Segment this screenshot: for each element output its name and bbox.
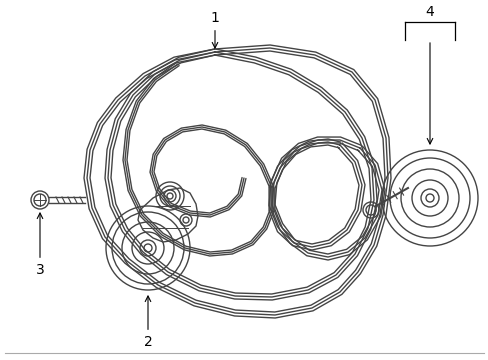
Text: 3: 3 [36, 213, 44, 277]
Text: 2: 2 [143, 296, 152, 349]
Text: 1: 1 [210, 11, 219, 48]
Text: 4: 4 [425, 5, 433, 19]
